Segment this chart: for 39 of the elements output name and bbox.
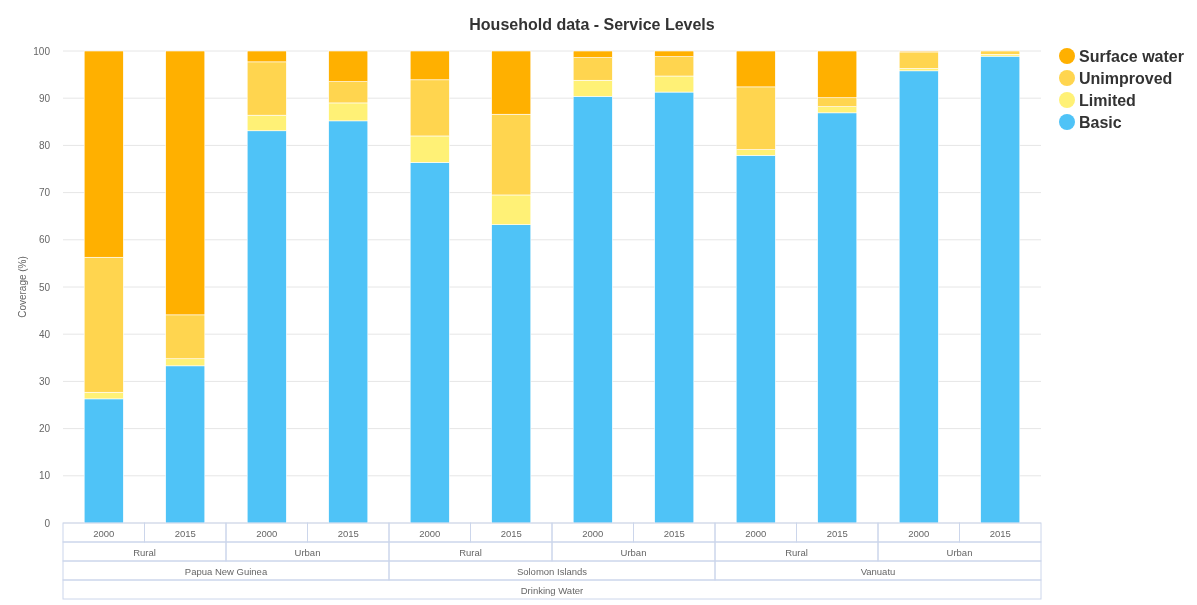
- text: Rural: [459, 547, 482, 558]
- y-tick-label: 100: [33, 45, 51, 57]
- x-tick-label: 2000: [908, 528, 930, 539]
- y-tick-label: 80: [38, 139, 51, 151]
- y-tick-label: 70: [38, 187, 51, 199]
- x-tick-label: 2000: [745, 528, 767, 539]
- y-tick-label: 0: [44, 517, 51, 529]
- x-tick-label: 2015: [826, 528, 848, 539]
- y-tick-label: 90: [38, 92, 51, 104]
- x-tick-label: 2000: [582, 528, 604, 539]
- x-tick-label: 2015: [663, 528, 685, 539]
- y-tick-label: 20: [38, 423, 51, 435]
- x-tick-label: 2015: [174, 528, 196, 539]
- text: Papua New Guinea: [184, 566, 268, 577]
- legend-label: Basic: [1079, 114, 1122, 131]
- x-tick-label: 2000: [93, 528, 115, 539]
- text: Vanuatu: [860, 566, 896, 577]
- y-tick-label: 30: [38, 375, 51, 387]
- text: Urban: [620, 547, 647, 558]
- legend-label: Limited: [1079, 92, 1136, 109]
- y-axis-title: Coverage (%): [17, 256, 28, 318]
- y-tick-label: 50: [38, 281, 51, 293]
- legend-label: Surface water: [1079, 48, 1184, 65]
- text: Drinking Water: [520, 585, 584, 596]
- x-tick-label: 2015: [337, 528, 359, 539]
- text: Rural: [133, 547, 156, 558]
- x-tick-label: 2000: [256, 528, 278, 539]
- text: Rural: [785, 547, 808, 558]
- text: Urban: [294, 547, 321, 558]
- x-tick-label: 2015: [500, 528, 522, 539]
- y-tick-label: 10: [38, 470, 51, 482]
- x-tick-label: 2000: [419, 528, 441, 539]
- legend-label: Unimproved: [1079, 70, 1173, 87]
- y-tick-label: 60: [38, 234, 51, 246]
- y-tick-label: 40: [38, 328, 51, 340]
- text: Urban: [946, 547, 973, 558]
- text: Solomon Islands: [516, 566, 588, 577]
- chart-title: Household data - Service Levels: [469, 16, 715, 33]
- x-tick-label: 2015: [989, 528, 1011, 539]
